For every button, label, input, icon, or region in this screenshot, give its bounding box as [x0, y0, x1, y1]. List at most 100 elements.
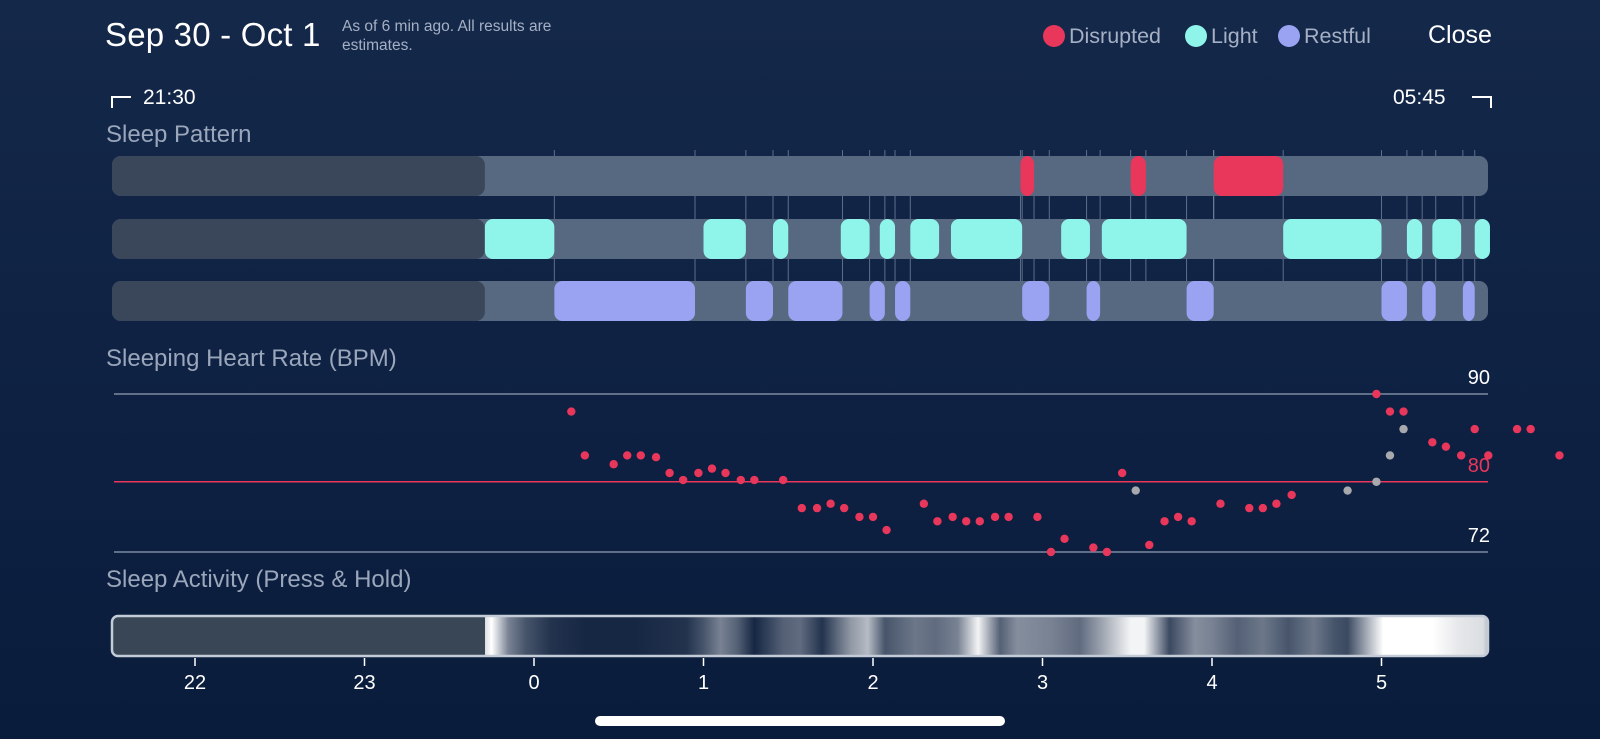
heart-rate-point-low-confidence: [1343, 486, 1352, 495]
segment-restful: [1422, 281, 1436, 321]
heart-rate-point: [707, 464, 717, 473]
legend-restful: Restful: [1278, 22, 1371, 50]
segment-light: [772, 219, 789, 259]
x-tick-label: 1: [698, 672, 709, 694]
heart-rate-point: [1216, 499, 1225, 508]
heart-rate-point: [1456, 451, 1466, 460]
sleep-pattern-tracks: [112, 156, 1488, 321]
segment-restful: [745, 281, 773, 321]
legend-label: Disrupted: [1069, 23, 1162, 48]
segment-light: [879, 219, 896, 259]
segment-restful: [869, 281, 885, 321]
segment-light: [1474, 219, 1490, 259]
segment-light: [703, 219, 746, 259]
heart-rate-point: [694, 468, 703, 478]
segment-restful: [1462, 281, 1475, 321]
legend-label: Restful: [1304, 23, 1371, 48]
heart-rate-point-low-confidence: [1385, 451, 1395, 460]
heart-rate-point: [882, 525, 891, 535]
heart-rate-point: [1428, 438, 1437, 447]
heart-rate-point: [1089, 543, 1098, 552]
heart-rate-point: [797, 503, 807, 513]
close-button[interactable]: Close: [1428, 21, 1492, 49]
heart-rate-point: [1526, 424, 1535, 434]
heart-rate-gridlines: 90 80 72: [114, 367, 1490, 553]
heart-rate-point: [1385, 407, 1395, 416]
heart-rate-point: [1512, 424, 1522, 434]
restful-dot-icon: [1278, 25, 1300, 47]
time-axis-ticks: 22 23 0 1 2 3 4 5: [184, 658, 1387, 694]
heart-rate-point-low-confidence: [1399, 424, 1408, 434]
y-tick-label-90: 90: [1468, 367, 1490, 389]
heart-rate-point: [1258, 503, 1268, 513]
range-start-time: 21:30: [143, 86, 196, 109]
heart-rate-point: [1287, 490, 1296, 500]
segment-disrupted: [1020, 156, 1035, 196]
heart-rate-point: [868, 512, 878, 522]
no-data-region: [112, 156, 485, 196]
segment-restful: [895, 281, 911, 321]
heart-rate-point: [1046, 547, 1056, 557]
segment-restful: [788, 281, 843, 321]
x-tick-label: 22: [184, 672, 206, 694]
heart-rate-point: [623, 451, 632, 460]
heart-rate-point: [1245, 503, 1254, 513]
heart-rate-point: [1117, 468, 1127, 478]
x-tick-label: 2: [867, 672, 878, 694]
legend-light: Light: [1185, 22, 1258, 50]
heart-rate-point: [826, 499, 835, 508]
segment-light: [484, 219, 555, 259]
sleep-pattern-segments: [484, 156, 1490, 321]
heart-rate-point: [1160, 517, 1169, 526]
range-end-time: 05:45: [1393, 86, 1446, 109]
heart-rate-point: [750, 475, 759, 485]
no-data-region: [112, 219, 485, 259]
heart-rate-point: [721, 468, 730, 478]
heart-rate-point: [736, 475, 745, 485]
segment-restful: [1186, 281, 1214, 321]
heart-rate-point: [1441, 442, 1451, 451]
heart-rate-point: [1272, 499, 1281, 508]
no-data-region: [112, 281, 485, 321]
segment-light: [1101, 219, 1187, 259]
segment-light: [840, 219, 870, 259]
segment-restful: [1381, 281, 1407, 321]
home-indicator[interactable]: [595, 716, 1005, 726]
heart-rate-point: [839, 503, 849, 513]
segment-light: [1061, 219, 1090, 259]
segment-disrupted: [1213, 156, 1284, 196]
heart-rate-points: [567, 389, 1564, 557]
heart-rate-point: [1187, 517, 1196, 526]
heart-rate-point: [1372, 389, 1381, 399]
heart-rate-point: [948, 512, 957, 522]
legend-disrupted: Disrupted: [1043, 22, 1161, 50]
heart-rate-point: [665, 468, 674, 478]
heart-rate-point: [567, 407, 576, 416]
heart-rate-point: [1145, 540, 1154, 550]
heart-rate-point: [855, 512, 864, 522]
heart-rate-point: [778, 475, 788, 485]
sleep-pattern-title: Sleep Pattern: [106, 121, 252, 148]
as-of-note: As of 6 min ago. All results are estimat…: [342, 18, 552, 54]
x-tick-label: 4: [1206, 672, 1217, 694]
heart-rate-point: [1004, 512, 1013, 522]
heart-rate-point: [1470, 424, 1479, 434]
x-tick-label: 0: [528, 672, 539, 694]
heart-rate-point: [1399, 407, 1408, 416]
segment-light: [910, 219, 940, 259]
x-tick-label: 23: [353, 672, 375, 694]
sleep-activity-bar[interactable]: [110, 614, 1490, 658]
heart-rate-point: [636, 451, 645, 460]
range-start-bracket-icon: [111, 96, 131, 108]
y-tick-label-72: 72: [1468, 525, 1490, 547]
heart-rate-point: [962, 517, 971, 526]
range-end-bracket-icon: [1472, 96, 1492, 108]
heart-rate-title: Sleeping Heart Rate (BPM): [106, 345, 397, 372]
segment-light: [1283, 219, 1382, 259]
heart-rate-point: [1555, 451, 1564, 460]
heart-rate-point: [1484, 451, 1493, 460]
heart-rate-point: [651, 453, 661, 462]
heart-rate-point-low-confidence: [1372, 477, 1381, 486]
x-tick-label: 5: [1376, 672, 1387, 694]
